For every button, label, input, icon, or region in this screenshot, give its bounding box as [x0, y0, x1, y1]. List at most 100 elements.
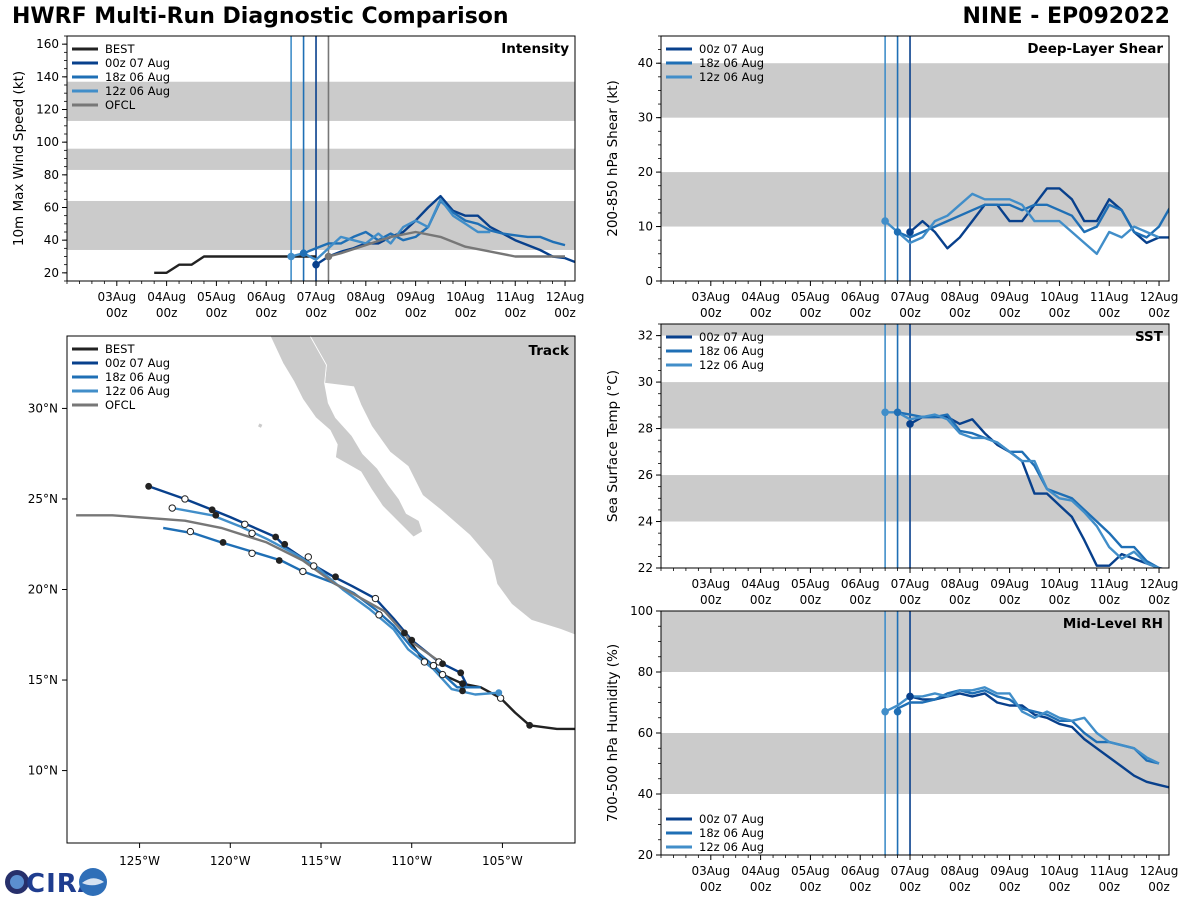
- shear-xtick-label-hour: 00z: [700, 306, 722, 320]
- shear-xtick-label-hour: 00z: [949, 306, 971, 320]
- track-position-best: [401, 629, 408, 637]
- rh-xtick-label-hour: 00z: [700, 880, 722, 894]
- rh-legend-label-18z-06-aug: 18z 06 Aug: [699, 826, 764, 840]
- sst-xtick-label-hour: 00z: [949, 593, 971, 607]
- sst-band-2: [661, 324, 1169, 336]
- intensity-xtick-label-date: 08Aug: [346, 290, 385, 304]
- intensity-ytick-label: 100: [36, 135, 59, 149]
- track-lon-label: 125°W: [119, 854, 160, 868]
- intensity-xtick-label-date: 04Aug: [147, 290, 186, 304]
- intensity-legend-label-18z-06-aug: 18z 06 Aug: [105, 70, 170, 84]
- track-position-open-18z-06-aug: [429, 661, 438, 670]
- land-baja-peninsula: [269, 336, 424, 538]
- shear-xtick-label-hour: 00z: [1098, 306, 1120, 320]
- shear-xtick-label-hour: 00z: [1148, 306, 1170, 320]
- sst-xtick-label-date: 06Aug: [841, 577, 880, 591]
- sst-ytick-label: 26: [638, 468, 653, 482]
- sst-ytick-label: 28: [638, 422, 653, 436]
- intensity-ytick-label: 80: [44, 168, 59, 182]
- track-position-00z-07-aug: [212, 511, 220, 519]
- rh-ytick-label: 80: [638, 665, 653, 679]
- shear-legend-label-00z-07-aug: 00z 07 Aug: [699, 42, 764, 56]
- track-position-00z-07-aug: [457, 669, 465, 677]
- rh-xtick-label-date: 06Aug: [841, 864, 880, 878]
- intensity-xtick-label-date: 12Aug: [546, 290, 585, 304]
- intensity-xtick-label-hour: 00z: [554, 306, 576, 320]
- sst-plot-area: [661, 324, 1169, 568]
- track-line-12z-06-aug: [171, 506, 499, 696]
- sst-xtick-label-date: 03Aug: [691, 577, 730, 591]
- sst-xtick-label-hour: 00z: [700, 593, 722, 607]
- intensity-ytick-label: 60: [44, 201, 59, 215]
- shear-xtick-label-date: 11Aug: [1090, 290, 1129, 304]
- intensity-xtick-label-hour: 00z: [156, 306, 178, 320]
- track-lon-label: 120°W: [210, 854, 251, 868]
- track-position-00z-07-aug: [281, 540, 289, 548]
- track-position-open-18z-06-aug: [375, 611, 383, 619]
- sst-panel: 22 24 26 28 30 32 03Aug 00z 04Aug 00z 05Aug 00z 06Au…: [605, 323, 1179, 607]
- track-position-open-00z-07-aug: [371, 594, 380, 603]
- track-lat-label: 10°N: [28, 764, 58, 778]
- shear-xtick-label-date: 06Aug: [841, 290, 880, 304]
- sst-xtick-label-date: 07Aug: [891, 577, 930, 591]
- rh-ytick-label: 60: [638, 726, 653, 740]
- track-legend-label-best: BEST: [105, 342, 135, 356]
- rh-ylabel: 700-500 hPa Humidity (%): [605, 644, 621, 822]
- shear-marker-18z-06-aug: [893, 228, 902, 236]
- track-position-ofcl: [439, 660, 446, 668]
- intensity-band-0: [67, 200, 575, 250]
- intensity-xtick-label-date: 03Aug: [97, 290, 136, 304]
- shear-legend-label-12z-06-aug: 12z 06 Aug: [699, 70, 764, 84]
- sst-legend-label-00z-07-aug: 00z 07 Aug: [699, 330, 764, 344]
- intensity-xtick-label-hour: 00z: [455, 306, 477, 320]
- track-lat-label: 25°N: [28, 492, 58, 506]
- rh-legend-label-12z-06-aug: 12z 06 Aug: [699, 840, 764, 854]
- sst-series-12z-06-aug: [885, 411, 1160, 568]
- rh-xtick-label-date: 07Aug: [891, 864, 930, 878]
- sst-ytick-label: 32: [638, 329, 653, 343]
- track-title: Track: [529, 343, 570, 359]
- intensity-ytick-label: 20: [44, 266, 59, 280]
- rh-band-1: [661, 611, 1169, 672]
- sst-marker-12z-06-aug: [881, 408, 889, 417]
- track-line-best: [403, 632, 575, 731]
- track-position-open-12z-06-aug: [248, 529, 256, 538]
- rh-xtick-label-date: 10Aug: [1040, 864, 1079, 878]
- intensity-xtick-label-date: 07Aug: [297, 290, 336, 304]
- track-legend-label-12z-06-aug: 12z 06 Aug: [105, 384, 170, 398]
- track-line-00z-07-aug: [148, 485, 468, 692]
- intensity-xtick-label-hour: 00z: [206, 306, 228, 320]
- intensity-xtick-label-hour: 00z: [305, 306, 327, 320]
- track-position-open-12z-06-aug: [310, 562, 318, 570]
- shear-xtick-label-hour: 00z: [1049, 306, 1071, 320]
- intensity-xtick-label-date: 09Aug: [396, 290, 435, 304]
- shear-ytick-label: 30: [638, 111, 653, 125]
- rh-marker-00z-07-aug: [906, 692, 914, 701]
- sst-ytick-label: 30: [638, 375, 653, 389]
- track-legend-label-ofcl: OFCL: [105, 398, 136, 412]
- shear-ylabel: 200-850 hPa Shear (kt): [605, 80, 621, 237]
- rh-xtick-label-hour: 00z: [1098, 880, 1120, 894]
- storm-id: NINE - EP092022: [962, 4, 1171, 29]
- shear-ytick-label: 10: [638, 220, 653, 234]
- sst-xtick-label-hour: 00z: [1049, 593, 1071, 607]
- track-position-00z-07-aug: [332, 573, 339, 581]
- intensity-xtick-label-hour: 00z: [106, 306, 128, 320]
- rh-xtick-label-date: 05Aug: [791, 864, 830, 878]
- shear-ytick-label: 20: [638, 165, 653, 179]
- track-line-ofcl: [76, 514, 444, 665]
- intensity-series-ofcl: [328, 230, 565, 258]
- rh-marker-12z-06-aug: [881, 707, 889, 716]
- sst-xtick-label-date: 05Aug: [791, 577, 830, 591]
- track-lon-label: 115°W: [301, 854, 342, 868]
- sst-title: SST: [1135, 329, 1164, 345]
- intensity-title: Intensity: [501, 41, 569, 57]
- intensity-marker-ofcl: [324, 252, 333, 261]
- intensity-band-1: [67, 148, 575, 170]
- track-lat-label: 30°N: [28, 401, 58, 415]
- rh-xtick-label-date: 09Aug: [990, 864, 1029, 878]
- rh-xtick-label-date: 04Aug: [741, 864, 780, 878]
- track-position-00z-07-aug: [272, 533, 280, 541]
- shear-xtick-label-hour: 00z: [750, 306, 772, 320]
- sst-xtick-label-date: 12Aug: [1140, 577, 1179, 591]
